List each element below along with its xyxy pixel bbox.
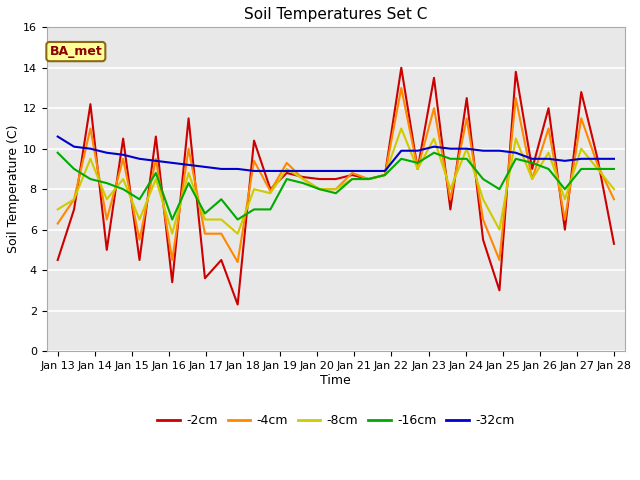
Legend: -2cm, -4cm, -8cm, -16cm, -32cm: -2cm, -4cm, -8cm, -16cm, -32cm — [152, 409, 520, 432]
Text: BA_met: BA_met — [49, 45, 102, 58]
X-axis label: Time: Time — [321, 373, 351, 386]
Title: Soil Temperatures Set C: Soil Temperatures Set C — [244, 7, 428, 22]
Y-axis label: Soil Temperature (C): Soil Temperature (C) — [7, 125, 20, 253]
